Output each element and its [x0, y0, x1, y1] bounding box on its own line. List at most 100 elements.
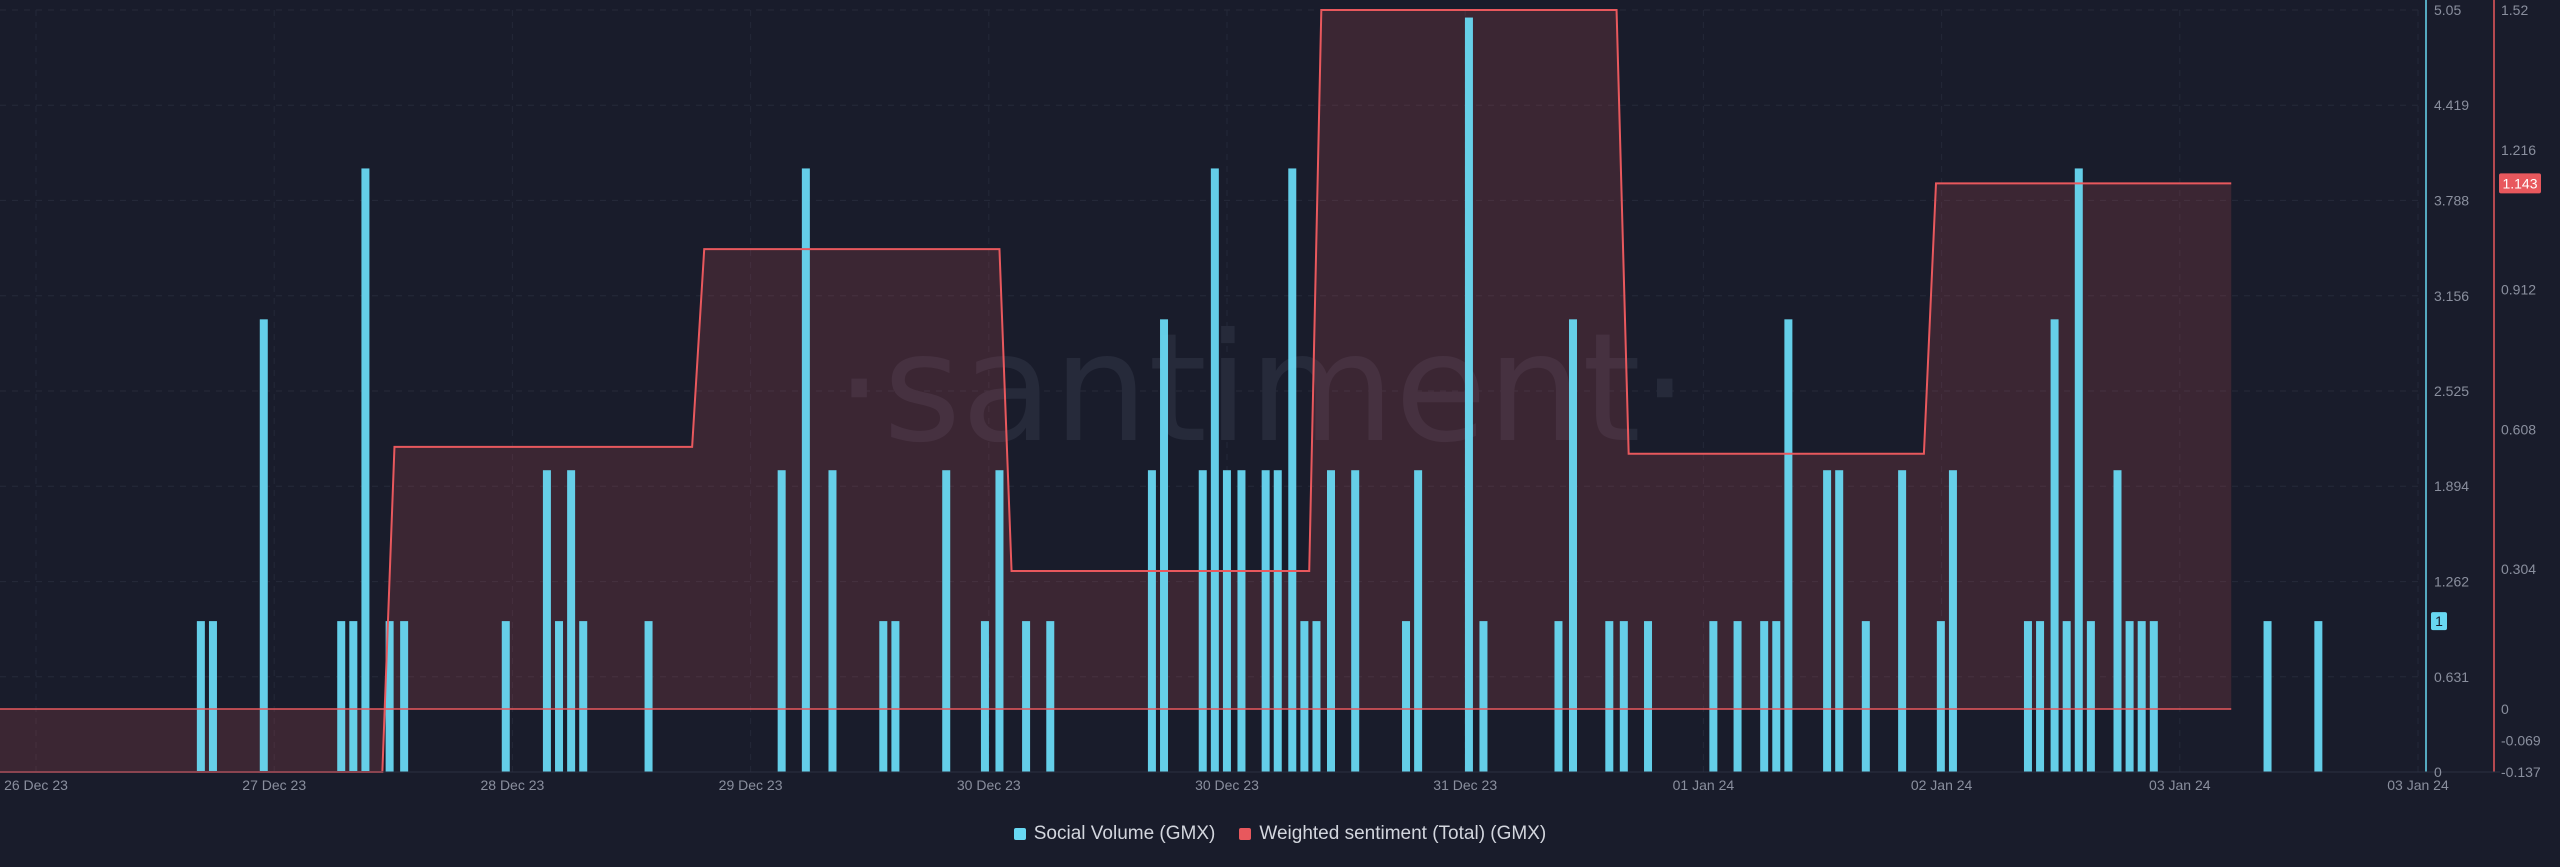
- social-volume-bar: [337, 621, 346, 772]
- social-volume-bar: [567, 470, 576, 772]
- legend-label-social-volume: Social Volume (GMX): [1033, 823, 1216, 844]
- x-axis-tick-label: 01 Jan 24: [1673, 777, 1735, 793]
- social-volume-bar: [1273, 470, 1282, 772]
- sentiment-last-value-badge: [2499, 173, 2541, 194]
- social-volume-bar: [1414, 470, 1423, 772]
- social-volume-bar: [1464, 17, 1473, 772]
- left-axis-tick-label: 1.262: [2434, 574, 2469, 590]
- social-volume-bar: [1046, 621, 1055, 772]
- right-axis-tick-label: 0.304: [2501, 561, 2536, 577]
- social-volume-bar: [1022, 621, 1031, 772]
- legend-item-social-volume[interactable]: Social Volume (GMX): [1013, 823, 1216, 845]
- social-volume-last-value-badge: [2431, 612, 2447, 631]
- social-volume-bar: [1948, 470, 1957, 772]
- x-axis-tick-label: 27 Dec 23: [242, 777, 306, 793]
- social-volume-bar: [349, 621, 358, 772]
- social-volume-bar: [1784, 319, 1793, 772]
- right-axis-tick-label: 1.52: [2501, 2, 2528, 18]
- social-volume-bar: [2050, 319, 2059, 772]
- social-volume-bar: [1479, 621, 1488, 772]
- social-volume-last-value-text: 1: [2435, 613, 2443, 629]
- social-volume-bar: [400, 621, 409, 772]
- santiment-watermark: ·santiment·: [835, 302, 1688, 476]
- social-volume-bar: [2023, 621, 2032, 772]
- sentiment-area-fill: [0, 10, 2232, 772]
- social-volume-bar: [1772, 621, 1781, 772]
- social-volume-bar: [1312, 621, 1321, 772]
- social-volume-bar: [579, 621, 588, 772]
- social-volume-bar: [1261, 470, 1270, 772]
- left-axis-tick-label: 1.894: [2434, 478, 2469, 494]
- x-axis-tick-label: 30 Dec 23: [1195, 777, 1259, 793]
- right-axis-tick-label: 0.912: [2501, 282, 2536, 298]
- sentiment-line: [0, 9, 2232, 773]
- social-volume-bar: [801, 168, 810, 772]
- left-axis-tick-label: 0.631: [2434, 669, 2469, 685]
- right-axis-tick-label: 0.608: [2501, 421, 2536, 437]
- social-volume-bar: [995, 470, 1004, 772]
- social-volume-bar: [644, 621, 653, 772]
- left-axis-tick-label: 2.525: [2434, 383, 2469, 399]
- social-volume-bar: [1198, 470, 1207, 772]
- social-volume-bar: [1619, 621, 1628, 772]
- social-volume-bar: [2062, 621, 2071, 772]
- social-volume-bar: [196, 621, 205, 772]
- x-axis-tick-label: 03 Jan 24: [2149, 777, 2211, 793]
- social-volume-bar: [1222, 470, 1231, 772]
- social-volume-bar: [891, 621, 900, 772]
- social-volume-bar: [1327, 470, 1335, 772]
- x-axis-tick-label: 29 Dec 23: [719, 777, 783, 793]
- right-axis-tick-label: 1.216: [2501, 142, 2536, 158]
- social-volume-bar: [2086, 621, 2095, 772]
- social-volume-bar: [1237, 470, 1246, 772]
- social-volume-bar: [1210, 168, 1219, 772]
- social-volume-bar: [777, 470, 786, 772]
- social-volume-bar: [1936, 621, 1945, 772]
- social-volume-bar: [1288, 168, 1297, 772]
- social-volume-bar: [2314, 621, 2323, 772]
- social-volume-bar: [1898, 470, 1907, 772]
- social-volume-bars: [196, 17, 2323, 772]
- social-volume-bar: [259, 319, 268, 772]
- social-volume-bar: [980, 621, 989, 772]
- legend-swatch-weighted-sentiment: [1239, 828, 1252, 840]
- social-volume-bar: [1861, 621, 1870, 772]
- social-volume-bar: [1160, 319, 1169, 772]
- x-axis-tick-label: 31 Dec 23: [1433, 777, 1497, 793]
- legend-swatch-social-volume: [1013, 828, 1026, 840]
- social-volume-bar: [1300, 621, 1309, 772]
- social-volume-bar: [385, 621, 394, 772]
- social-volume-bar: [879, 621, 888, 772]
- social-volume-bar: [828, 470, 837, 772]
- social-volume-bar: [1351, 470, 1360, 772]
- social-volume-bar: [1709, 621, 1718, 772]
- social-volume-bar: [208, 621, 217, 772]
- right-axis-tick-label: -0.069: [2501, 733, 2541, 749]
- social-volume-bar: [2036, 621, 2045, 772]
- social-volume-bar: [1733, 621, 1742, 772]
- social-volume-bar: [1644, 621, 1653, 772]
- left-axis-tick-label: 0: [2434, 764, 2442, 780]
- sentiment-line-layer: [0, 9, 2232, 773]
- social-volume-bar: [501, 621, 510, 772]
- social-volume-bar: [2074, 168, 2083, 772]
- social-volume-bar: [2137, 621, 2146, 772]
- social-volume-bar: [2149, 621, 2158, 772]
- social-volume-bar: [2125, 621, 2134, 772]
- social-volume-bar: [2263, 621, 2272, 772]
- social-volume-bar: [1402, 621, 1411, 772]
- left-axis-tick-label: 4.419: [2434, 97, 2469, 113]
- right-axis-tick-label: 0: [2501, 701, 2509, 717]
- legend: Social Volume (GMX) Weighted sentiment (…: [0, 818, 2560, 850]
- social-volume-bar: [1823, 470, 1832, 772]
- left-axis-tick-label: 3.788: [2434, 192, 2469, 208]
- social-volume-bar: [1835, 470, 1844, 772]
- legend-item-weighted-sentiment[interactable]: Weighted sentiment (Total) (GMX): [1239, 823, 1546, 845]
- social-volume-bar: [2113, 470, 2122, 772]
- left-axis-tick-label: 3.156: [2434, 288, 2469, 304]
- social-volume-bar: [1554, 621, 1563, 772]
- social-volume-bar: [1605, 621, 1614, 772]
- sentiment-area-layer: [0, 10, 2232, 772]
- right-axis-tick-label: -0.137: [2501, 764, 2541, 780]
